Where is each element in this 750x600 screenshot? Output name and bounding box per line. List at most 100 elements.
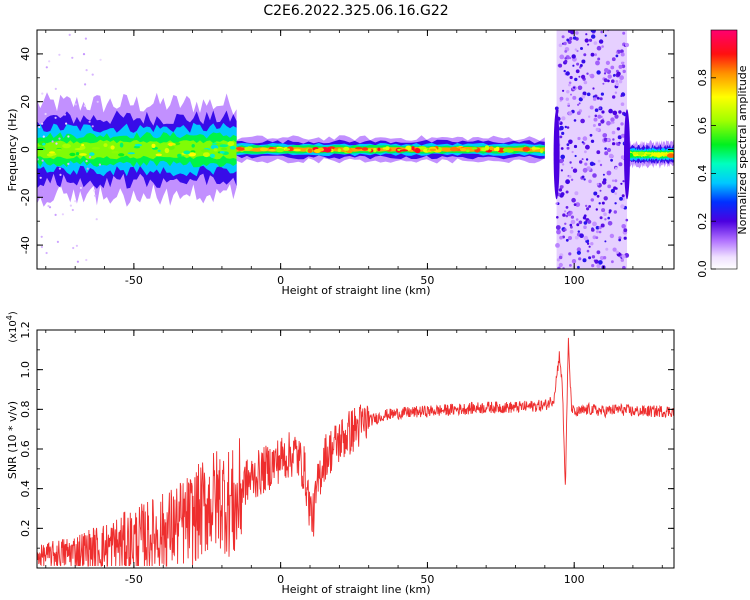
spectrogram-cell [539,148,544,154]
spectrogram-cell [657,153,663,156]
spectrogram-cell [621,133,625,138]
spectrogram-cell [45,251,48,255]
spectrogram-cell [67,135,70,138]
spectrogram-cell [561,131,565,135]
spectrogram-cell [574,48,577,51]
spectrogram-cell [85,258,88,262]
spectrogram-cell [618,110,622,114]
spectrogram-cell [596,70,601,75]
chart-title: C2E6.2022.325.06.16.G22 [263,3,448,19]
x-tick-label: -50 [125,573,143,586]
spectrogram-cell [74,200,77,203]
spectrogram-cell [612,121,615,124]
spectrogram-cell [574,235,579,240]
snr-y-multiplier: (x104) [5,311,19,343]
spectrogram-cell [621,194,625,198]
spectrogram-edge-streak [553,109,560,200]
spectrogram-cell [566,90,570,94]
spectrogram-cell [269,146,274,150]
spectrogram-cell [613,186,617,190]
spectrogram-cell [575,31,579,35]
spectrogram-cell [99,58,102,61]
spectrogram-cell [47,204,50,208]
snr-series-line [37,337,674,567]
spectrogram-cell [589,74,592,77]
y-tick-label: 0 [19,146,32,153]
spectrogram-cell [615,80,619,83]
y-tick-label: -20 [19,188,32,206]
spectrogram-cell [617,143,621,146]
spectrogram-cell [82,53,86,56]
spectrogram-cell [564,50,568,53]
spectrogram-cell [619,75,624,81]
spectrogram-cell [621,254,626,259]
spectrogram-cell [563,41,567,46]
snr-y-ticks: 0.2 0.4 0.6 0.8 1.0 1.2 [19,321,674,569]
spectrogram-cell [201,149,210,153]
spectrogram-cell [598,122,602,127]
snr-y-label: SNR (10 * v/v) [6,401,19,479]
spectrogram-cell [560,169,564,172]
spectrogram-cell [562,229,566,233]
spectrogram-cell [63,113,67,116]
y-tick-label: 0.4 [19,480,32,498]
spectrogram-cell [618,238,622,242]
snr-y-multiplier-base: (x10 [8,320,19,343]
spectrogram-cell [41,92,44,95]
spectrogram-cell [605,60,611,65]
spectrogram-cell [81,143,85,147]
spectrogram-cell [595,60,600,66]
spectrogram-cell [599,255,605,261]
spectrogram-cell [620,61,624,65]
spectrogram-cell [592,221,597,227]
spectrogram-cell [313,149,321,153]
spectrogram-cell [611,79,615,83]
spectrogram-cell [157,149,161,152]
spectrogram-cell [607,138,610,142]
spectrogram-cell [569,36,573,41]
spectrogram-cell [581,74,586,79]
colorbar-ticks: 0.0 0.2 0.4 0.6 0.8 [696,69,716,278]
spectrogram-cell [48,60,51,63]
spectrogram-cell [594,108,599,112]
spectrogram-cell [598,260,603,265]
spectrogram-cell [576,223,580,227]
spectrogram-cell [590,52,595,57]
spectrogram-cell [564,210,567,213]
spectrogram-cell [213,148,218,152]
y-tick-label: 1.0 [19,361,32,379]
spectrogram-cell [565,238,569,242]
snr-y-multiplier-exponent: 4 [5,315,14,320]
spectrogram-cell [583,225,587,229]
spectrogram-cell [570,178,574,181]
spectrogram-cell [578,220,583,225]
spectrogram-cell [568,111,573,116]
spectrogram-cell [586,207,590,211]
spectrogram-cell [614,114,619,119]
spectrogram-cell [592,124,596,127]
spectrogram-cell [589,133,593,137]
spectrogram-cell [615,250,619,254]
spectrogram-cell [98,163,101,166]
spectrogram-cell [91,147,101,150]
spectrogram-cell [275,148,285,153]
spectrogram-cell [41,159,44,162]
spectrogram-cell [618,64,623,69]
spectrogram-cell [568,83,571,87]
spectrogram-cell [567,102,570,106]
spectrogram-cell [588,256,592,260]
spectrogram-cell [58,53,61,56]
spectrogram-cell [603,196,608,201]
spectrogram-cell [624,42,630,48]
spectrogram-cell [572,168,578,173]
spectrogram-cell [75,152,80,156]
snr-x-ticks: -50 0 50 100 [45,330,663,586]
spectrogram-cell [598,226,602,230]
spectrogram-cell [608,153,614,159]
spectrogram-cell [580,118,585,124]
spectrogram-cell [616,127,621,131]
spectrogram-cell [577,103,580,106]
spectrogram-cell [559,54,565,60]
spectrogram-cell [613,210,617,214]
